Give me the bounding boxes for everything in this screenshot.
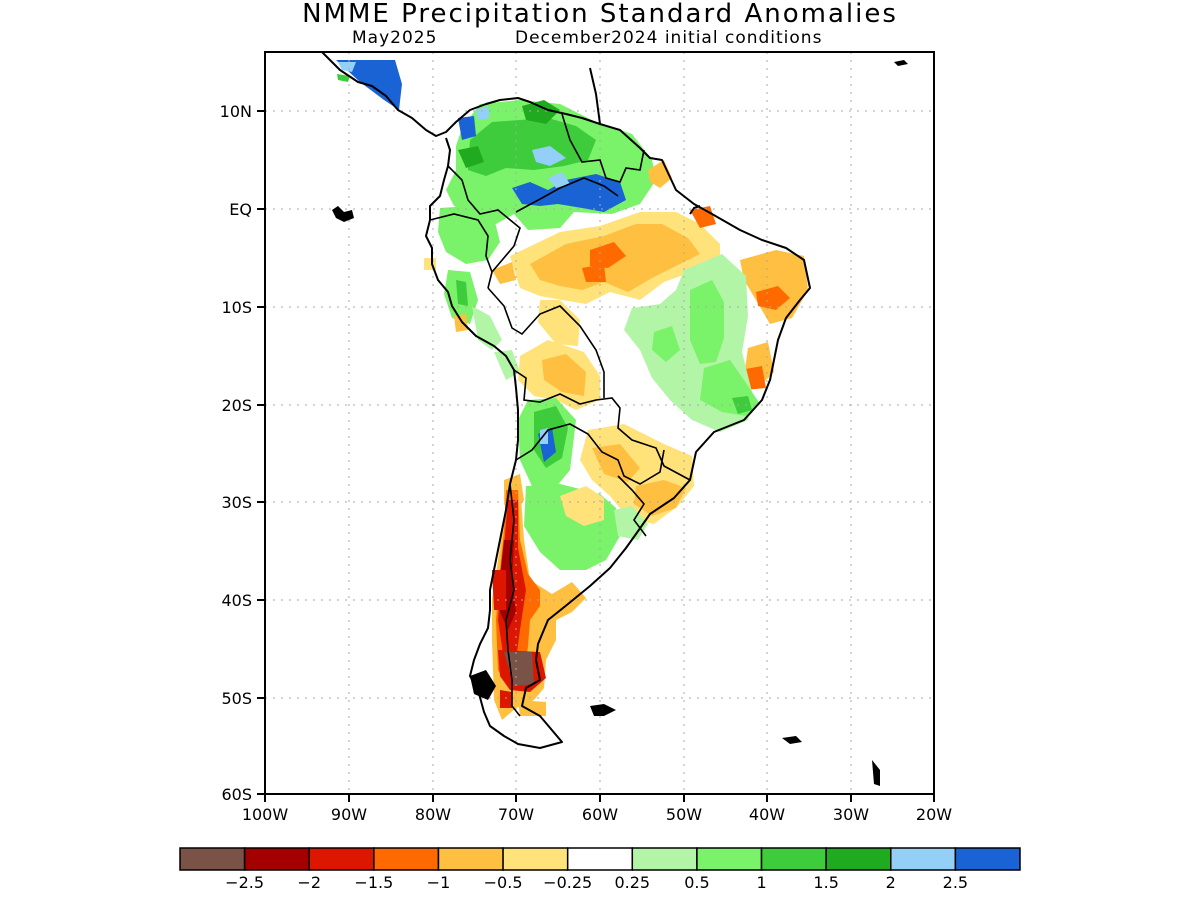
lon-label-60w: 60W [582, 805, 618, 824]
colorbar-swatch [566, 847, 634, 871]
lon-label-100w: 100W [242, 805, 289, 824]
colorbar-tick-label: 2 [886, 873, 896, 892]
lon-ticks [264, 794, 935, 802]
lon-label-30w: 30W [833, 805, 869, 824]
lat-label-eq: EQ [229, 200, 252, 219]
coastline [321, 52, 811, 749]
map-title: NMME Precipitation Standard Anomalies [302, 0, 898, 29]
colorbar-tick-label: −0.5 [484, 873, 523, 892]
colorbar-swatch [760, 847, 827, 871]
colorbar-swatch [373, 847, 440, 871]
lon-label-50w: 50W [666, 805, 702, 824]
colorbar-tick-label: −0.25 [543, 873, 592, 892]
colorbar-tick-label: −1.5 [354, 873, 393, 892]
colorbar-tick-label: 1 [756, 873, 766, 892]
anomaly-shading [336, 60, 808, 720]
colorbar-tick-label: −2.5 [225, 873, 264, 892]
lon-label-20w: 20W [916, 805, 952, 824]
colorbar-swatch [502, 847, 569, 871]
colorbar-swatch [179, 847, 246, 871]
colorbar-swatch [308, 847, 375, 871]
colorbar: −2.5 −2 −1.5 −1 −0.5 −0.25 0.25 0.5 1 1.5 2 2.5 [179, 847, 1021, 892]
lat-label-60s: 60S [221, 785, 252, 804]
lon-label-90w: 90W [331, 805, 367, 824]
islands [332, 60, 908, 786]
colorbar-swatch [696, 847, 763, 871]
colorbar-tick-label: 0.25 [614, 873, 650, 892]
colorbar-tick-label: 2.5 [943, 873, 968, 892]
colorbar-swatch [890, 847, 957, 871]
colorbar-tick-label: −2 [297, 873, 321, 892]
initial-conditions-label: December2024 initial conditions [515, 28, 823, 48]
lon-label-80w: 80W [415, 805, 451, 824]
colorbar-swatch [437, 847, 504, 871]
lat-label-10s: 10S [221, 298, 252, 317]
lon-label-40w: 40W [749, 805, 785, 824]
lat-label-10n: 10N [220, 102, 252, 121]
lon-label-70w: 70W [498, 805, 534, 824]
colorbar-tick-label: 0.5 [684, 873, 709, 892]
country-borders [429, 113, 691, 717]
colorbar-swatch [825, 847, 892, 871]
colorbar-tick-label: −1 [427, 873, 451, 892]
colorbar-swatch [631, 847, 698, 871]
colorbar-tick-label: 1.5 [813, 873, 838, 892]
valid-month-label: May2025 [352, 28, 438, 48]
lat-label-30s: 30S [221, 493, 252, 512]
lat-label-20s: 20S [221, 396, 252, 415]
lat-label-50s: 50S [221, 689, 252, 708]
lat-ticks [257, 110, 265, 795]
colorbar-swatch [243, 847, 310, 871]
colorbar-swatch [954, 847, 1021, 871]
lat-label-40s: 40S [221, 591, 252, 610]
